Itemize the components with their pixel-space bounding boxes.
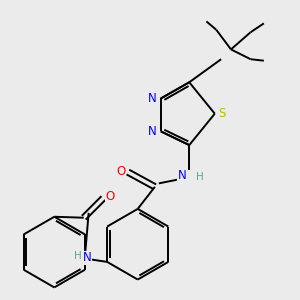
Text: N: N	[148, 125, 157, 138]
Text: O: O	[116, 165, 126, 178]
Text: H: H	[74, 251, 82, 261]
Text: N: N	[178, 169, 186, 182]
Text: N: N	[83, 251, 92, 265]
Text: S: S	[218, 107, 225, 120]
Text: O: O	[106, 190, 115, 202]
Text: N: N	[148, 92, 157, 105]
Text: H: H	[196, 172, 204, 182]
